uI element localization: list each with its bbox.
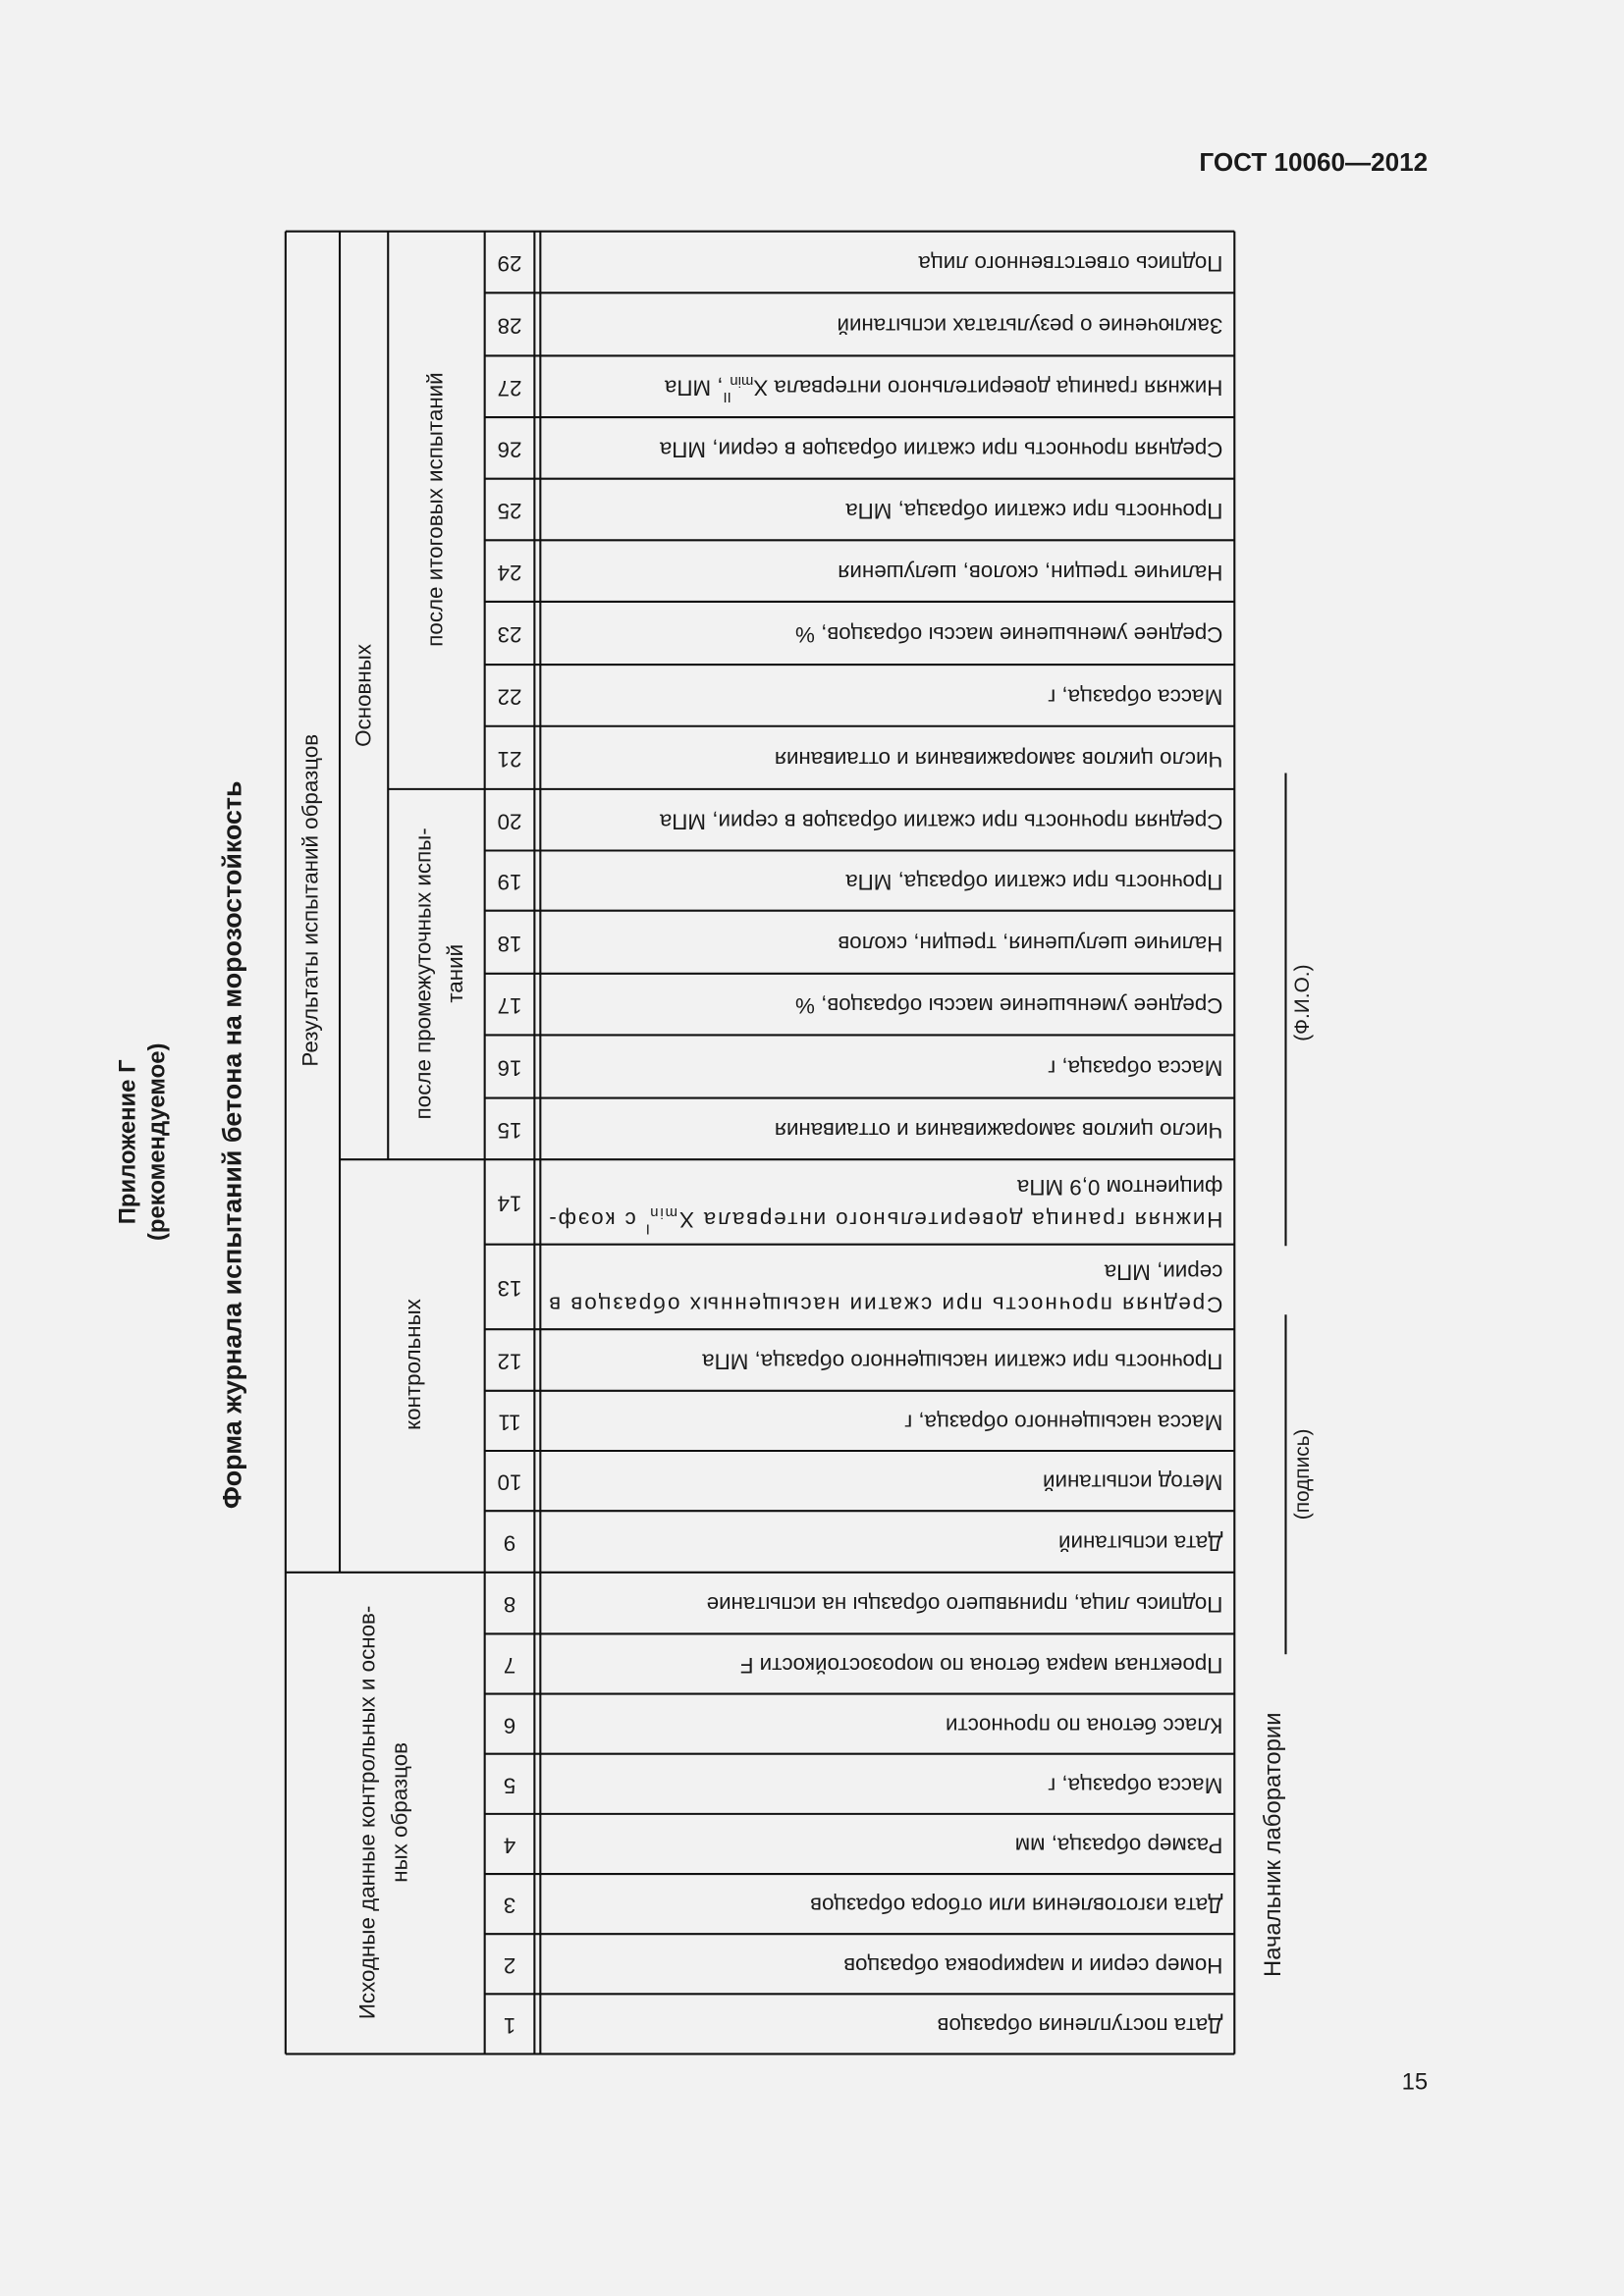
- row-number: 15: [498, 1118, 522, 1143]
- row-text: Дата изготовления или отбора образцов: [810, 1894, 1222, 1918]
- row-number: 26: [498, 437, 522, 461]
- row-number: 7: [504, 1653, 515, 1678]
- group-label: ных образцов: [388, 1742, 412, 1883]
- row-text: Масса насыщенного образца, г: [904, 1411, 1222, 1435]
- row-number: 17: [498, 993, 522, 1018]
- row-number: 27: [498, 376, 522, 400]
- row-text: Заключение о результатах испытаний: [837, 313, 1222, 338]
- row-number: 22: [498, 685, 522, 710]
- row-text: Прочность при сжатии насыщенного образца…: [702, 1350, 1223, 1374]
- signature-sign: (подпись): [1291, 1428, 1314, 1520]
- signature-role: Начальник лаборатории: [1260, 1712, 1286, 1977]
- row-text: Число циклов замораживания и оттаивания: [775, 747, 1223, 772]
- row-number: 28: [498, 313, 522, 338]
- row-text: Проектная марка бетона по морозостойкост…: [740, 1653, 1223, 1678]
- row-text: Наличие трещин, сколов, шелушения: [838, 561, 1222, 585]
- row-text: Среднее уменьшение массы образцов, %: [795, 622, 1222, 647]
- doc-header: ГОСТ 10060—2012: [1199, 147, 1428, 177]
- text-part: Нижняя граница доверительного интервала …: [679, 1207, 1222, 1232]
- text-part: Нижняя граница доверительного интервала …: [753, 376, 1222, 400]
- row-text: Нижняя граница доверительного интервала …: [664, 373, 1222, 404]
- superscript: II: [724, 389, 731, 404]
- row-number: 25: [498, 499, 522, 523]
- row-number: 14: [498, 1192, 522, 1216]
- row-number: 20: [498, 809, 522, 833]
- form-title: Форма журнала испытаний бетона на морозо…: [218, 780, 247, 1509]
- row-text: Класс бетона по прочности: [946, 1713, 1222, 1737]
- row-text: Средняя прочность при сжатии образцов в …: [659, 437, 1222, 461]
- row-text: Средняя прочность при сжатии образцов в …: [659, 809, 1222, 833]
- table-grid: [284, 230, 1236, 2056]
- row-number: 18: [498, 932, 522, 956]
- row-number: 6: [504, 1713, 515, 1737]
- subscript: min: [650, 1204, 677, 1220]
- row-number: 11: [498, 1411, 520, 1435]
- row-number: 21: [498, 747, 522, 772]
- superscript: I: [646, 1220, 650, 1236]
- row-text: Наличие шелушения, трещин, сколов: [838, 932, 1222, 956]
- row-text: Число циклов замораживания и оттаивания: [775, 1118, 1223, 1143]
- group-label: Основных: [351, 644, 375, 747]
- row-text: Дата испытаний: [1058, 1531, 1222, 1556]
- text-part: с коэф-: [549, 1207, 644, 1232]
- row-number: 4: [504, 1834, 515, 1858]
- group-label: таний: [443, 944, 467, 1003]
- row-number: 13: [498, 1276, 522, 1301]
- row-text: Средняя прочность при сжатии насыщенных …: [549, 1292, 1222, 1316]
- row-text: Дата поступления образцов: [937, 2013, 1222, 2038]
- page-number: 15: [1402, 2069, 1429, 2096]
- row-number: 16: [498, 1056, 522, 1081]
- row-number: 2: [504, 1953, 515, 1978]
- group-label: после итоговых испытаний: [422, 372, 447, 646]
- row-number: 3: [504, 1894, 515, 1918]
- row-text: фициентом 0,9 МПа: [1016, 1175, 1222, 1200]
- group-label: Исходные данные контрольных и основ-: [355, 1606, 380, 2019]
- row-number: 1: [504, 2013, 515, 2038]
- row-text: Номер серии и маркировка образцов: [843, 1953, 1222, 1978]
- row-number: 8: [504, 1592, 515, 1617]
- annex-title: Приложение Г: [115, 1059, 141, 1224]
- row-text: Подпись ответственного лица: [918, 251, 1222, 276]
- row-text: Подпись лица, принявшего образцы на испы…: [707, 1592, 1223, 1617]
- signature-name: (Ф.И.О.): [1291, 964, 1314, 1041]
- row-text: Масса образца, г: [1048, 685, 1222, 710]
- row-text: Нижняя граница доверительного интервала …: [549, 1204, 1222, 1236]
- group-label: контрольных: [401, 1299, 425, 1430]
- row-number: 24: [498, 561, 522, 585]
- row-number: 12: [498, 1350, 522, 1374]
- row-text: Масса образца, г: [1048, 1056, 1222, 1081]
- subscript: min: [730, 373, 753, 389]
- text-part: , МПа: [664, 376, 723, 400]
- row-text: Среднее уменьшение массы образцов, %: [795, 993, 1222, 1018]
- row-number: 9: [504, 1531, 515, 1556]
- row-number: 5: [504, 1773, 515, 1797]
- row-number: 23: [498, 622, 522, 647]
- group-label: после промежуточных испы-: [410, 828, 435, 1119]
- row-text: Метод испытаний: [1043, 1470, 1222, 1495]
- row-number: 29: [498, 251, 522, 276]
- row-text: серии, МПа: [1104, 1260, 1222, 1285]
- row-text: Масса образца, г: [1048, 1773, 1222, 1797]
- row-text: Прочность при сжатии образца, МПа: [845, 499, 1223, 523]
- group-label: Результаты испытаний образцов: [298, 734, 323, 1067]
- row-text: Размер образца, мм: [1015, 1834, 1223, 1858]
- annex-status: (рекомендуемое): [143, 1043, 170, 1241]
- row-number: 19: [498, 870, 522, 894]
- row-number: 10: [498, 1470, 522, 1495]
- row-text: Прочность при сжатии образца, МПа: [845, 870, 1223, 894]
